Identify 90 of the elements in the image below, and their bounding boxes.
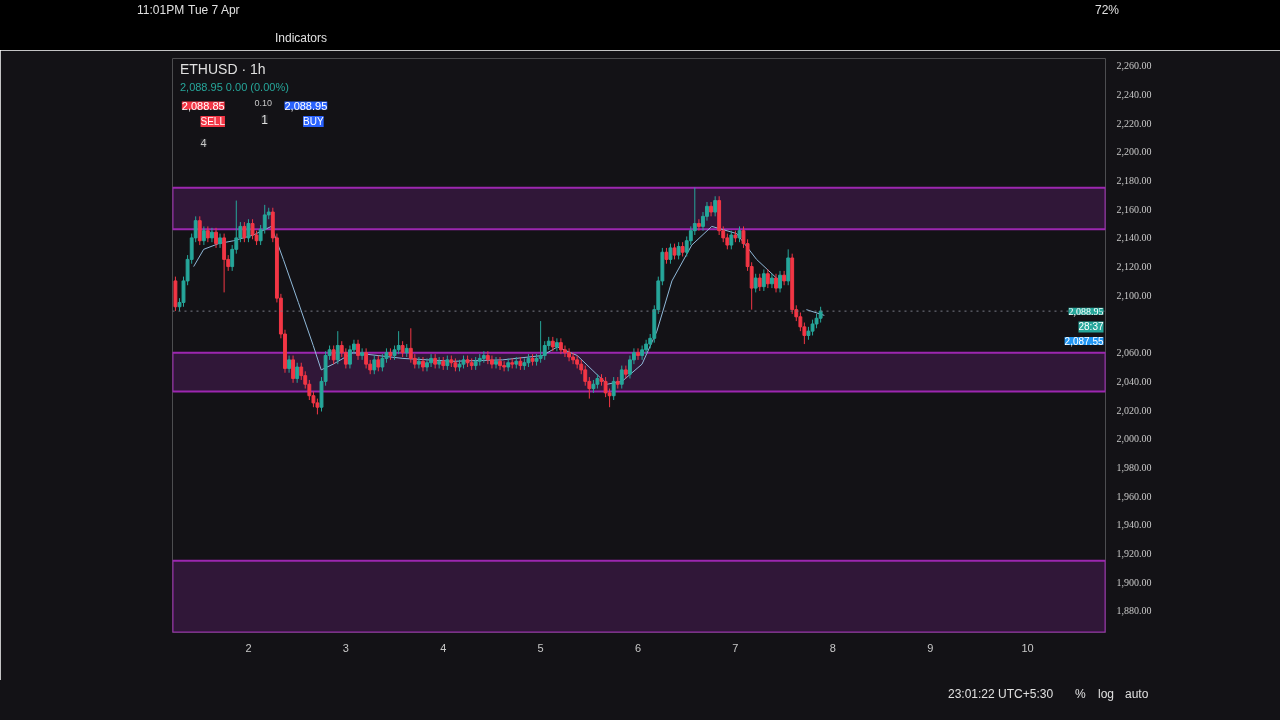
candlestick (502, 360, 507, 372)
candlestick (494, 356, 498, 369)
annotation: 2,088.85 (181, 99, 225, 112)
text: Tue 7 Apr (188, 2, 240, 19)
candlestick (782, 270, 787, 286)
chart-title: ETHUSD · 1h (179, 61, 266, 78)
y-tick-label: 2,140.00 (1116, 232, 1152, 244)
candlestick (214, 227, 218, 249)
candlestick (364, 347, 369, 369)
x-tick-label: 8 (829, 641, 836, 654)
y-tick-label: 2,060.00 (1116, 347, 1152, 359)
candlestick (696, 218, 701, 232)
candlestick (542, 340, 547, 361)
y-tick-label: 1,880.00 (1116, 605, 1152, 617)
candlestick (786, 248, 791, 286)
candlestick (481, 350, 486, 364)
y-tick-label: 1,920.00 (1116, 548, 1152, 560)
text: Indicators (275, 30, 328, 47)
candlestick (623, 365, 628, 380)
y-tick-label: 2,220.00 (1116, 117, 1152, 129)
candlestick (538, 320, 543, 364)
candlestick (242, 221, 247, 243)
y-tick-label: 2,000.00 (1116, 433, 1152, 445)
y-tick-label: 2,120.00 (1116, 261, 1152, 273)
annotation: 0.10 (254, 97, 273, 108)
x-tick-label: 10 (1021, 641, 1034, 654)
text: % (1075, 686, 1086, 703)
candlestick (611, 376, 616, 401)
y-tick-label: 2,200.00 (1116, 146, 1152, 158)
text: auto (1125, 686, 1149, 703)
x-tick-label: 3 (342, 641, 349, 654)
candlestick (558, 337, 563, 355)
candlestick (343, 347, 348, 369)
candlestick (416, 356, 421, 369)
candlestick (778, 270, 782, 293)
candlestick (668, 243, 673, 265)
annotation: 2,087.55 (1064, 335, 1104, 347)
candlestick (774, 273, 778, 293)
annotation: BUY (303, 115, 325, 127)
annotation: SELL (200, 115, 226, 127)
candlestick (218, 233, 222, 249)
candlestick (429, 353, 433, 368)
x-tick-label: 2 (245, 641, 252, 654)
x-tick-label: 6 (634, 641, 642, 654)
annotation: 1 (261, 112, 269, 127)
annotation: 4 (200, 136, 207, 149)
y-tick-label: 2,100.00 (1116, 289, 1152, 301)
candlestick (490, 355, 494, 369)
candlestick (360, 347, 365, 361)
candlestick (356, 339, 360, 361)
y-tick-label: 2,180.00 (1116, 174, 1152, 186)
y-tick-label: 2,040.00 (1116, 375, 1152, 387)
candlestick (197, 215, 202, 246)
y-tick-label: 1,980.00 (1116, 461, 1152, 473)
y-tick-label: 1,960.00 (1116, 490, 1152, 502)
text: 11:01PM (137, 2, 185, 19)
candlestick (291, 355, 295, 384)
text: log (1098, 686, 1115, 703)
y-tick-label: 1,940.00 (1116, 519, 1152, 531)
candlestick (425, 357, 429, 372)
candlestick (396, 330, 401, 355)
text: 72% (1095, 2, 1120, 19)
y-tick-label: 2,160.00 (1116, 203, 1152, 215)
y-tick-label: 2,020.00 (1116, 404, 1152, 416)
candlestick (246, 218, 251, 243)
candlestick (498, 356, 502, 371)
candlestick (770, 273, 774, 289)
text: 2,088.95 0.00 (0.00%) (179, 81, 289, 94)
ref-line-label: 2,088.95 (1068, 305, 1104, 317)
candlestick (201, 225, 206, 246)
candlestick (567, 347, 572, 362)
text: 23:01:22 UTC+5:30 (948, 686, 1054, 703)
candlestick (709, 201, 713, 217)
candlestick (421, 356, 425, 372)
x-tick-label: 4 (440, 641, 447, 654)
x-tick-label: 9 (927, 641, 934, 654)
x-tick-label: 7 (732, 641, 739, 654)
annotation: 2,088.95 (284, 99, 328, 112)
candlestick (713, 195, 718, 217)
annotation: 28:37 (1078, 321, 1104, 333)
candlestick (636, 347, 640, 361)
y-tick-label: 2,260.00 (1116, 60, 1152, 72)
x-tick-label: 5 (537, 641, 544, 654)
y-tick-label: 2,240.00 (1116, 88, 1152, 100)
candlestick (765, 268, 770, 289)
y-tick-label: 1,900.00 (1116, 576, 1152, 588)
candlestick (335, 330, 340, 365)
candlestick (571, 352, 575, 365)
candlestick (485, 350, 490, 365)
candlestick (753, 273, 758, 293)
